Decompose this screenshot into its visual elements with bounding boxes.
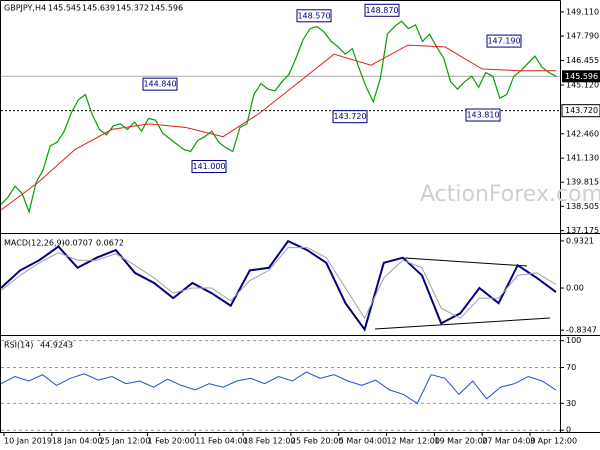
x-tick-label: 18 Jan 04:00 [52, 437, 103, 446]
x-tick-label: 11 Feb 04:00 [195, 437, 247, 446]
y-tick-label: 147.790 [566, 32, 599, 41]
price-label: 143.720 [565, 106, 598, 115]
annotation: 141.000 [192, 162, 225, 171]
rsi-value: 44.9243 [40, 341, 73, 350]
y-tick-label: 141.130 [566, 154, 599, 163]
trendline [404, 257, 528, 267]
ma-line [0, 44, 556, 211]
price-box [562, 70, 600, 83]
x-tick-label: 3 Apr 12:00 [530, 437, 577, 446]
macd-value: 0.0672 [96, 239, 124, 248]
y-tick-label: 149.110 [566, 7, 599, 16]
annotation-box [465, 108, 501, 122]
annotation: 147.190 [487, 37, 520, 46]
symbol: GBPJPY,H4 [4, 4, 46, 13]
x-tick-label: 19 Mar 20:00 [434, 437, 487, 446]
annotation: 143.810 [466, 111, 499, 120]
trendline [374, 317, 551, 330]
annotation-box [191, 160, 227, 174]
x-tick-label: 25 Jan 12:00 [100, 437, 151, 446]
y-tick-label: 142.460 [566, 129, 599, 138]
y-tick-label: 145.120 [566, 81, 599, 90]
annotation-box [142, 77, 178, 91]
annotation-box [364, 3, 400, 17]
annotation: 144.840 [143, 80, 176, 89]
x-tick-label: 12 Mar 12:00 [387, 437, 440, 446]
price-line [0, 20, 557, 214]
y-tick-label: 0.00 [566, 284, 584, 293]
y-tick-label: 0.9321 [566, 236, 594, 245]
ohlc-value: 145.372 [116, 4, 149, 13]
y-tick-label: -0.8347 [566, 326, 597, 335]
y-tick-label: 0 [566, 426, 571, 435]
ohlc-value: 145.596 [150, 4, 183, 13]
macd-line [0, 239, 557, 332]
y-tick-label: 138.505 [566, 202, 599, 211]
annotation: 148.570 [297, 11, 330, 20]
rsi-label: RSI(14) [4, 341, 33, 350]
y-tick-label: 30 [566, 399, 576, 408]
x-tick-label: 5 Mar 04:00 [339, 437, 387, 446]
y-tick-label: 100 [566, 336, 581, 345]
annotation: 143.720 [333, 112, 366, 121]
price-label: 145.596 [565, 72, 598, 81]
macd-label: MACD(12,26,9) [4, 239, 65, 248]
ohlc-value: 145.639 [82, 4, 115, 13]
price-box [561, 104, 600, 118]
annotation-box [486, 34, 522, 48]
y-tick-label: 146.455 [566, 56, 599, 65]
annotation-box [332, 110, 368, 124]
x-tick-label: 1 Feb 20:00 [147, 437, 194, 446]
rsi-line [0, 371, 557, 405]
annotation-box [296, 9, 332, 23]
y-tick-label: 70 [566, 363, 576, 372]
x-tick-label: 10 Jan 2019 [4, 437, 52, 446]
macd-value: -0.0707 [62, 239, 93, 248]
y-tick-label: 139.815 [566, 178, 599, 187]
watermark: ActionForex.com [420, 182, 600, 207]
signal-line [0, 247, 557, 320]
x-tick-label: 18 Feb 12:00 [243, 437, 295, 446]
ohlc-value: 145.545 [48, 4, 81, 13]
x-tick-label: 27 Mar 04:00 [482, 437, 535, 446]
y-tick-label: 137.175 [566, 226, 599, 235]
annotation: 148.870 [365, 6, 398, 15]
x-tick-label: 25 Feb 20:00 [291, 437, 343, 446]
